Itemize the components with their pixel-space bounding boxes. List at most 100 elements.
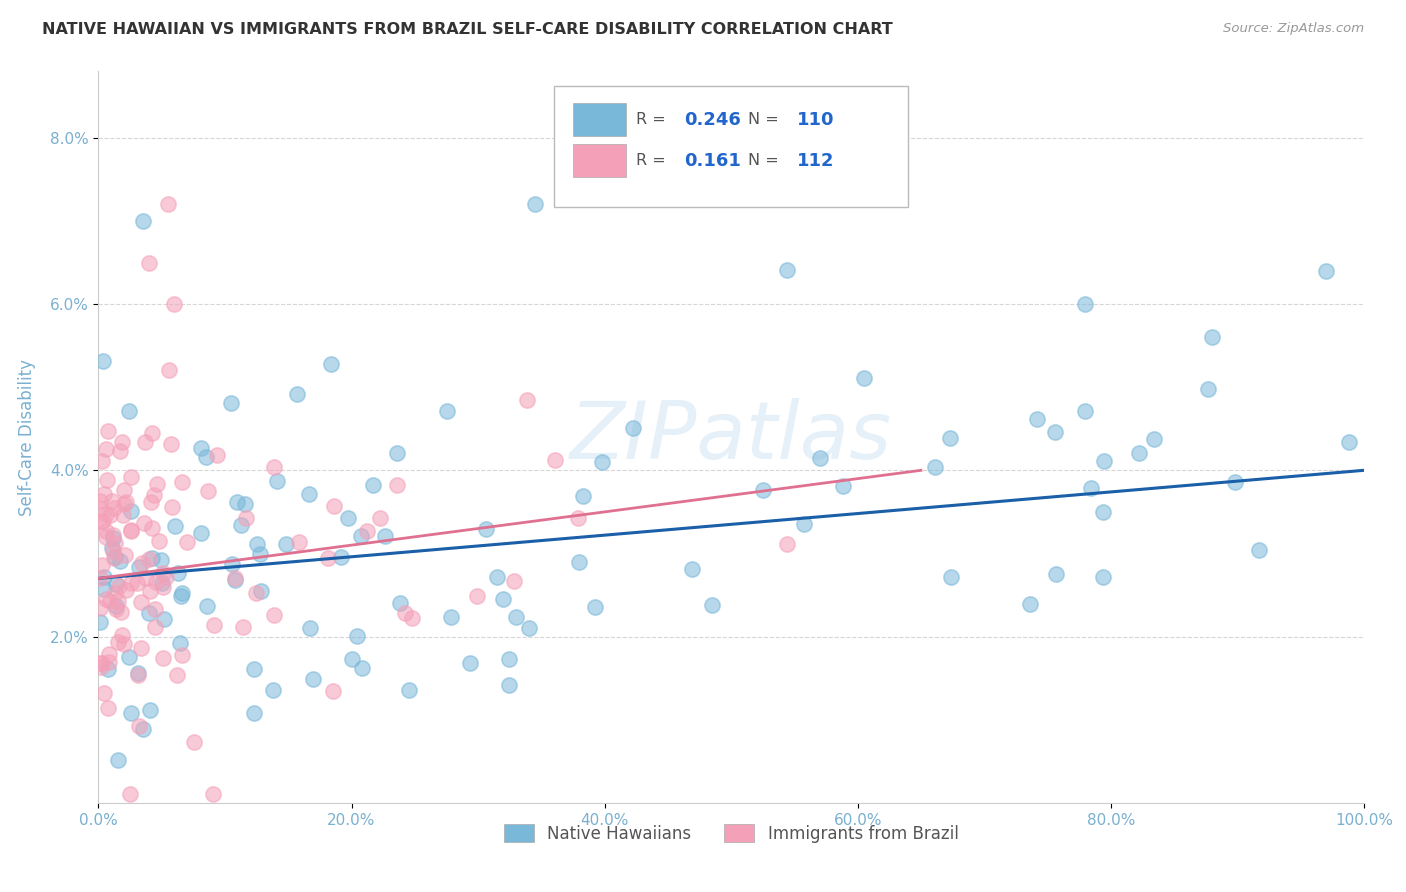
Point [363, 478, 385, 492]
Point [125, 575, 148, 590]
FancyBboxPatch shape [574, 103, 626, 136]
Point [319, 357, 342, 371]
Point [322, 684, 344, 698]
Point [458, 656, 481, 670]
Point [100, 541, 122, 556]
Point [127, 666, 149, 681]
Point [394, 606, 416, 620]
Point [104, 536, 127, 550]
Point [120, 575, 142, 590]
Text: N =: N = [748, 153, 783, 168]
Point [103, 551, 125, 566]
FancyBboxPatch shape [574, 144, 626, 178]
Point [143, 488, 166, 502]
Point [245, 586, 267, 600]
Point [340, 652, 363, 666]
Point [591, 455, 613, 469]
Point [160, 437, 183, 451]
Point [1045, 566, 1067, 581]
Point [1315, 264, 1337, 278]
Point [96, 530, 118, 544]
Point [139, 703, 162, 717]
Point [232, 619, 254, 633]
Point [166, 668, 188, 682]
Point [129, 641, 152, 656]
Point [572, 489, 595, 503]
Point [505, 610, 527, 624]
Point [1225, 475, 1247, 489]
Point [197, 599, 219, 613]
Point [112, 508, 135, 522]
Point [1201, 330, 1223, 344]
Point [134, 434, 156, 449]
Point [145, 620, 167, 634]
Point [108, 579, 131, 593]
Point [120, 504, 142, 518]
Point [132, 214, 155, 228]
Point [169, 636, 191, 650]
Point [98, 655, 121, 669]
Point [853, 371, 876, 385]
Point [112, 497, 135, 511]
Point [98, 647, 121, 661]
Point [170, 475, 193, 489]
Point [145, 575, 167, 590]
Point [336, 511, 359, 525]
Point [190, 526, 212, 541]
Text: 110: 110 [797, 111, 834, 128]
Point [229, 517, 252, 532]
Point [285, 386, 308, 401]
Point [233, 496, 256, 510]
Point [90, 558, 112, 572]
Point [583, 599, 606, 614]
Point [112, 637, 135, 651]
Point [474, 522, 496, 536]
Point [681, 562, 703, 576]
Point [141, 521, 163, 535]
Point [93, 570, 115, 584]
Point [101, 494, 124, 508]
Point [150, 575, 173, 590]
Point [167, 566, 190, 581]
Point [127, 668, 149, 682]
FancyBboxPatch shape [554, 86, 908, 207]
Point [523, 197, 546, 211]
Point [89, 656, 111, 670]
Point [224, 571, 246, 585]
Point [103, 531, 125, 545]
Point [176, 534, 198, 549]
Point [288, 534, 311, 549]
Point [389, 596, 412, 610]
Point [118, 650, 141, 665]
Point [329, 549, 352, 564]
Point [91, 354, 114, 368]
Point [103, 500, 125, 515]
Point [141, 550, 163, 565]
Point [104, 586, 127, 600]
Point [832, 479, 855, 493]
Point [1019, 597, 1042, 611]
Point [114, 548, 136, 562]
Text: N =: N = [748, 112, 783, 128]
Point [120, 788, 142, 802]
Point [205, 449, 228, 463]
Point [90, 454, 112, 468]
Point [94, 591, 117, 606]
Point [235, 511, 257, 525]
Point [129, 595, 152, 609]
Point [152, 580, 174, 594]
Point [89, 601, 111, 615]
Point [486, 570, 509, 584]
Point [202, 618, 225, 632]
Point [700, 598, 723, 612]
Text: ZIPatlas: ZIPatlas [569, 398, 893, 476]
Point [132, 516, 155, 530]
Legend: Native Hawaiians, Immigrants from Brazil: Native Hawaiians, Immigrants from Brazil [496, 818, 966, 849]
Point [90, 516, 112, 530]
Point [105, 577, 128, 591]
Point [440, 610, 463, 624]
Point [1074, 297, 1097, 311]
Point [105, 602, 128, 616]
Point [274, 537, 297, 551]
Point [567, 510, 589, 524]
